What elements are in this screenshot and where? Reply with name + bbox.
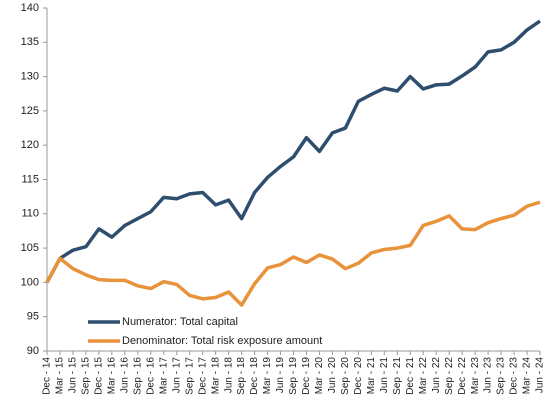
x-tick-label: Mar - 17	[158, 357, 169, 395]
x-tick-label: Dec - 18	[249, 357, 260, 395]
x-tick-label: Jun - 24	[535, 357, 546, 394]
x-tick-label: Jun - 20	[327, 357, 338, 394]
x-tick-label: Dec - 19	[301, 357, 312, 395]
x-tick-label: Mar - 15	[55, 357, 66, 395]
y-tick-label: 95	[27, 311, 39, 323]
x-tick-label: Dec - 23	[509, 357, 520, 395]
x-tick-label: Dec - 21	[405, 357, 416, 395]
x-tick-label: Mar - 21	[366, 357, 377, 395]
y-tick-label: 115	[21, 173, 39, 185]
y-tick-label: 135	[21, 36, 39, 48]
x-tick-label: Dec - 14	[42, 357, 53, 395]
x-tick-label: Dec - 16	[145, 357, 156, 395]
x-tick-label: Jun - 19	[275, 357, 286, 394]
x-tick-label: Mar - 16	[107, 357, 118, 395]
x-tick-label: Sep - 17	[184, 357, 195, 395]
y-tick-label: 110	[21, 208, 39, 220]
y-tick-label: 125	[21, 105, 39, 117]
y-tick-label: 120	[21, 139, 39, 151]
x-tick-label: Jun - 17	[171, 357, 182, 394]
y-tick-label: 90	[27, 345, 39, 357]
x-tick-label: Sep - 22	[444, 357, 455, 395]
x-tick-label: Sep - 18	[236, 357, 247, 395]
y-tick-label: 105	[21, 242, 39, 254]
y-tick-label: 140	[21, 2, 39, 14]
x-tick-label: Sep - 16	[132, 357, 143, 395]
x-tick-label: Mar - 24	[522, 357, 533, 395]
x-tick-label: Mar - 19	[262, 357, 273, 395]
y-tick-label: 130	[21, 71, 39, 83]
x-tick-label: Jun - 22	[431, 357, 442, 394]
x-tick-label: Sep - 15	[81, 357, 92, 395]
legend-label: Numerator: Total capital	[122, 316, 238, 328]
x-tick-label: Jun - 23	[483, 357, 494, 394]
x-tick-label: Jun - 15	[68, 357, 79, 394]
x-tick-label: Dec - 15	[94, 357, 105, 395]
x-tick-label: Jun - 16	[119, 357, 130, 394]
x-tick-label: Jun - 18	[223, 357, 234, 394]
x-tick-label: Dec - 22	[457, 357, 468, 395]
x-tick-label: Dec - 20	[353, 357, 364, 395]
x-tick-label: Mar - 23	[470, 357, 481, 395]
x-tick-label: Sep - 23	[496, 357, 507, 395]
series-line	[45, 200, 541, 307]
x-tick-label: Sep - 20	[340, 357, 351, 395]
legend-label: Denominator: Total risk exposure amount	[122, 335, 322, 347]
x-tick-label: Dec - 17	[197, 357, 208, 395]
x-tick-label: Mar - 20	[314, 357, 325, 395]
series-line	[45, 19, 541, 284]
x-tick-label: Jun - 21	[379, 357, 390, 394]
y-tick-label: 100	[21, 276, 39, 288]
x-tick-label: Mar - 22	[418, 357, 429, 395]
x-tick-label: Mar - 18	[210, 357, 221, 395]
x-tick-label: Sep - 21	[392, 357, 403, 395]
x-tick-label: Sep - 19	[288, 357, 299, 395]
